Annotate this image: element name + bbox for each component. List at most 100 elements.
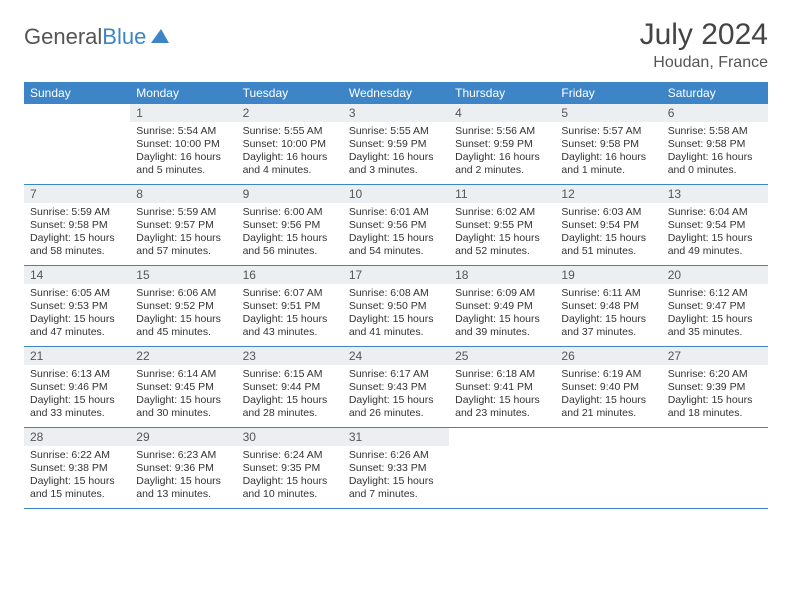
day-body: Sunrise: 5:59 AMSunset: 9:57 PMDaylight:… [130,203,236,263]
day-number: 15 [130,266,236,284]
calendar-cell: 14Sunrise: 6:05 AMSunset: 9:53 PMDayligh… [24,266,130,347]
calendar-cell [662,428,768,509]
daylight-text-2: and 2 minutes. [455,164,549,177]
sunrise-text: Sunrise: 6:20 AM [668,368,762,381]
sunset-text: Sunset: 9:58 PM [30,219,124,232]
sunrise-text: Sunrise: 6:12 AM [668,287,762,300]
sunset-text: Sunset: 9:35 PM [243,462,337,475]
daylight-text-1: Daylight: 15 hours [455,232,549,245]
daylight-text-2: and 39 minutes. [455,326,549,339]
day-number: 13 [662,185,768,203]
calendar-head: SundayMondayTuesdayWednesdayThursdayFrid… [24,82,768,104]
day-body: Sunrise: 6:06 AMSunset: 9:52 PMDaylight:… [130,284,236,344]
sunset-text: Sunset: 9:58 PM [561,138,655,151]
sunrise-text: Sunrise: 6:05 AM [30,287,124,300]
sunrise-text: Sunrise: 6:00 AM [243,206,337,219]
day-number: 30 [237,428,343,446]
day-number: 31 [343,428,449,446]
daylight-text-1: Daylight: 15 hours [136,232,230,245]
day-number: 22 [130,347,236,365]
sunrise-text: Sunrise: 6:24 AM [243,449,337,462]
calendar-cell: 10Sunrise: 6:01 AMSunset: 9:56 PMDayligh… [343,185,449,266]
calendar-cell: 3Sunrise: 5:55 AMSunset: 9:59 PMDaylight… [343,104,449,185]
sunset-text: Sunset: 9:43 PM [349,381,443,394]
calendar-cell: 5Sunrise: 5:57 AMSunset: 9:58 PMDaylight… [555,104,661,185]
calendar-cell: 25Sunrise: 6:18 AMSunset: 9:41 PMDayligh… [449,347,555,428]
sunrise-text: Sunrise: 6:02 AM [455,206,549,219]
day-number: 19 [555,266,661,284]
sunset-text: Sunset: 9:38 PM [30,462,124,475]
day-body: Sunrise: 5:54 AMSunset: 10:00 PMDaylight… [130,122,236,182]
sunset-text: Sunset: 9:52 PM [136,300,230,313]
daylight-text-1: Daylight: 15 hours [30,232,124,245]
sunrise-text: Sunrise: 6:14 AM [136,368,230,381]
day-number: 1 [130,104,236,122]
daylight-text-1: Daylight: 16 hours [561,151,655,164]
day-body: Sunrise: 6:12 AMSunset: 9:47 PMDaylight:… [662,284,768,344]
day-body: Sunrise: 6:03 AMSunset: 9:54 PMDaylight:… [555,203,661,263]
header: GeneralBlue July 2024 Houdan, France [24,18,768,72]
calendar-cell: 19Sunrise: 6:11 AMSunset: 9:48 PMDayligh… [555,266,661,347]
daylight-text-1: Daylight: 15 hours [243,475,337,488]
sunrise-text: Sunrise: 6:09 AM [455,287,549,300]
daylight-text-1: Daylight: 16 hours [349,151,443,164]
sunset-text: Sunset: 9:59 PM [455,138,549,151]
day-number: 3 [343,104,449,122]
day-number: 21 [24,347,130,365]
day-number: 23 [237,347,343,365]
sunrise-text: Sunrise: 5:59 AM [136,206,230,219]
daylight-text-2: and 26 minutes. [349,407,443,420]
sunset-text: Sunset: 9:56 PM [243,219,337,232]
daylight-text-1: Daylight: 16 hours [136,151,230,164]
day-number: 11 [449,185,555,203]
sunrise-text: Sunrise: 6:17 AM [349,368,443,381]
daylight-text-1: Daylight: 15 hours [136,313,230,326]
sunset-text: Sunset: 9:33 PM [349,462,443,475]
calendar-cell: 7Sunrise: 5:59 AMSunset: 9:58 PMDaylight… [24,185,130,266]
daylight-text-1: Daylight: 15 hours [136,475,230,488]
calendar-table: SundayMondayTuesdayWednesdayThursdayFrid… [24,82,768,509]
daylight-text-2: and 0 minutes. [668,164,762,177]
day-number: 4 [449,104,555,122]
sunset-text: Sunset: 9:50 PM [349,300,443,313]
weekday-header: Friday [555,82,661,104]
day-number: 2 [237,104,343,122]
calendar-cell: 15Sunrise: 6:06 AMSunset: 9:52 PMDayligh… [130,266,236,347]
sunrise-text: Sunrise: 6:11 AM [561,287,655,300]
calendar-row: 28Sunrise: 6:22 AMSunset: 9:38 PMDayligh… [24,428,768,509]
calendar-cell: 11Sunrise: 6:02 AMSunset: 9:55 PMDayligh… [449,185,555,266]
daylight-text-1: Daylight: 16 hours [668,151,762,164]
calendar-row: 1Sunrise: 5:54 AMSunset: 10:00 PMDayligh… [24,104,768,185]
day-body: Sunrise: 5:56 AMSunset: 9:59 PMDaylight:… [449,122,555,182]
sunrise-text: Sunrise: 5:55 AM [243,125,337,138]
sunrise-text: Sunrise: 6:06 AM [136,287,230,300]
daylight-text-1: Daylight: 15 hours [243,232,337,245]
calendar-cell: 4Sunrise: 5:56 AMSunset: 9:59 PMDaylight… [449,104,555,185]
day-number: 26 [555,347,661,365]
day-body: Sunrise: 6:09 AMSunset: 9:49 PMDaylight:… [449,284,555,344]
sunset-text: Sunset: 9:54 PM [668,219,762,232]
day-body: Sunrise: 6:23 AMSunset: 9:36 PMDaylight:… [130,446,236,506]
day-body: Sunrise: 6:14 AMSunset: 9:45 PMDaylight:… [130,365,236,425]
calendar-cell: 28Sunrise: 6:22 AMSunset: 9:38 PMDayligh… [24,428,130,509]
calendar-cell: 13Sunrise: 6:04 AMSunset: 9:54 PMDayligh… [662,185,768,266]
daylight-text-1: Daylight: 15 hours [668,232,762,245]
calendar-cell: 9 Sunrise: 6:00 AMSunset: 9:56 PMDaylight… [237,185,343,266]
day-body: Sunrise: 6:13 AMSunset: 9:46 PMDaylight:… [24,365,130,425]
sunrise-text: Sunrise: 6:23 AM [136,449,230,462]
sunrise-text: Sunrise: 6:13 AM [30,368,124,381]
calendar-cell: 26Sunrise: 6:19 AMSunset: 9:40 PMDayligh… [555,347,661,428]
daylight-text-2: and 58 minutes. [30,245,124,258]
day-number: 9 [237,185,343,203]
sunset-text: Sunset: 9:46 PM [30,381,124,394]
daylight-text-1: Daylight: 15 hours [349,475,443,488]
daylight-text-1: Daylight: 15 hours [561,394,655,407]
day-number: 28 [24,428,130,446]
daylight-text-1: Daylight: 15 hours [30,313,124,326]
day-body: Sunrise: 5:57 AMSunset: 9:58 PMDaylight:… [555,122,661,182]
sunrise-text: Sunrise: 5:57 AM [561,125,655,138]
calendar-cell: 24Sunrise: 6:17 AMSunset: 9:43 PMDayligh… [343,347,449,428]
calendar-cell: 27Sunrise: 6:20 AMSunset: 9:39 PMDayligh… [662,347,768,428]
daylight-text-2: and 1 minute. [561,164,655,177]
logo-text-2: Blue [102,24,146,50]
